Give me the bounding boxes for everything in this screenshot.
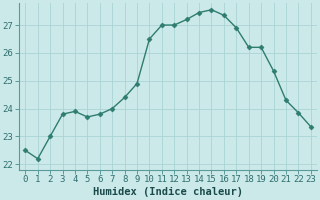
X-axis label: Humidex (Indice chaleur): Humidex (Indice chaleur) (93, 187, 243, 197)
